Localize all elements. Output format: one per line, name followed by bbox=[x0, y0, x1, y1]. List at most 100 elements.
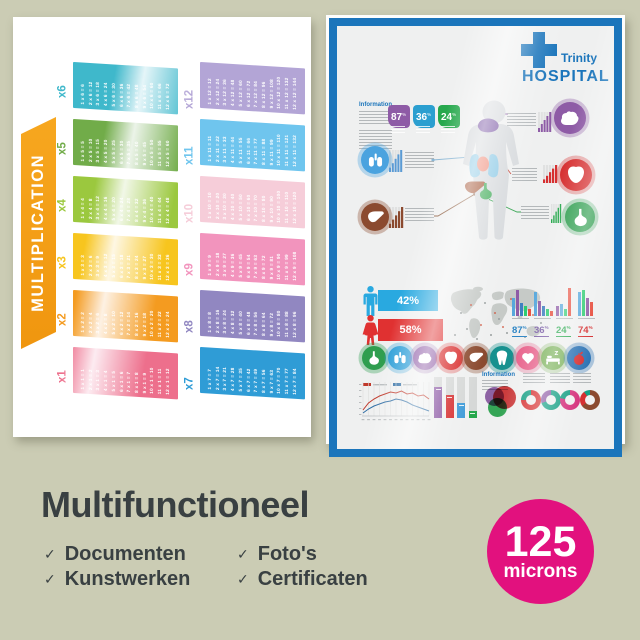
badge-value: 24 bbox=[441, 112, 453, 123]
equation: 9 x 3 = 27 bbox=[141, 255, 147, 280]
equation: 8 x 7 = 56 bbox=[261, 369, 267, 394]
donut-caption bbox=[523, 373, 545, 384]
equation: 7 x 5 = 35 bbox=[126, 140, 132, 165]
equation: 7 x 4 = 28 bbox=[126, 197, 132, 222]
bar bbox=[590, 302, 593, 316]
equation: 4 x 2 = 8 bbox=[103, 313, 109, 335]
column-track bbox=[468, 377, 477, 418]
equation: 2 x 1 = 2 bbox=[87, 369, 93, 391]
brain-icon bbox=[554, 102, 586, 134]
feature-item: ✓ Foto's bbox=[237, 543, 317, 566]
equation: 2 x 4 = 8 bbox=[87, 198, 93, 220]
equation: 10 x 1 = 10 bbox=[149, 367, 155, 394]
equation: 8 x 10 = 80 bbox=[261, 195, 267, 223]
check-icon: ✓ bbox=[237, 571, 249, 587]
feature-label: Documenten bbox=[64, 543, 186, 565]
equation: 3 x 2 = 6 bbox=[95, 312, 101, 334]
heart-step-chart bbox=[543, 165, 558, 188]
equation: 9 x 12 = 108 bbox=[268, 78, 274, 109]
equation: 10 x 7 = 70 bbox=[276, 367, 282, 394]
equation: 4 x 9 = 36 bbox=[230, 253, 236, 278]
apple-icon bbox=[566, 346, 591, 370]
stat-bars bbox=[556, 288, 576, 316]
hospital-poster: Trinity HOSPITAL Information 87% 36% 24% 4… bbox=[326, 15, 625, 457]
donut-chart bbox=[540, 390, 561, 410]
donut-caption bbox=[573, 373, 591, 384]
equation: 11 x 4 = 44 bbox=[157, 196, 163, 224]
equation: 8 x 12 = 96 bbox=[261, 81, 267, 109]
equation: 11 x 12 = 132 bbox=[284, 77, 290, 110]
stomach-icon bbox=[362, 346, 386, 370]
feature-label: Foto's bbox=[257, 543, 317, 565]
equation: 11 x 3 = 33 bbox=[157, 253, 163, 281]
check-icon: ✓ bbox=[44, 546, 56, 562]
equation: 3 x 5 = 15 bbox=[95, 138, 101, 163]
bar bbox=[528, 309, 531, 316]
equation: 10 x 10 = 100 bbox=[276, 190, 282, 223]
equation: 4 x 7 = 28 bbox=[230, 367, 236, 392]
stat-value: 36% bbox=[534, 323, 549, 337]
callout-text bbox=[405, 208, 434, 223]
equation: 6 x 6 = 36 bbox=[118, 83, 124, 108]
bar bbox=[534, 292, 537, 316]
equation: 9 x 5 = 45 bbox=[141, 141, 147, 166]
lungs-icon bbox=[387, 346, 412, 370]
table-label-x2: x2 bbox=[56, 313, 69, 326]
equation: 12 x 5 = 60 bbox=[164, 140, 170, 167]
stat-value: 74% bbox=[578, 323, 593, 337]
equation: 6 x 12 = 72 bbox=[245, 80, 251, 108]
table-label-x6: x6 bbox=[56, 85, 69, 98]
table-label-x10: x10 bbox=[183, 203, 196, 223]
column-track bbox=[457, 377, 465, 418]
equation: 11 x 9 = 99 bbox=[284, 253, 290, 281]
equation: 8 x 11 = 88 bbox=[261, 138, 267, 166]
equation: 6 x 7 = 42 bbox=[245, 368, 251, 393]
bar bbox=[578, 292, 581, 316]
table-label-x12: x12 bbox=[183, 89, 196, 109]
table-label-x8: x8 bbox=[183, 320, 196, 334]
equation: 7 x 10 = 70 bbox=[253, 194, 259, 222]
equation: 1 x 11 = 11 bbox=[207, 135, 212, 162]
badge-caption bbox=[416, 126, 430, 134]
stat-number: 74 bbox=[578, 325, 589, 336]
equation: 10 x 12 = 120 bbox=[276, 76, 282, 109]
product-title: Multifunctioneel bbox=[41, 484, 309, 525]
bar bbox=[550, 311, 553, 316]
badge-caption bbox=[441, 126, 455, 134]
stat-value: 87% bbox=[512, 323, 527, 337]
equation: 7 x 7 = 49 bbox=[253, 368, 259, 393]
equation: 7 x 3 = 21 bbox=[126, 254, 132, 279]
female-icon bbox=[361, 315, 380, 345]
stat-bars bbox=[578, 288, 598, 316]
bar bbox=[516, 290, 519, 316]
equation: 4 x 10 = 40 bbox=[230, 193, 236, 221]
equation: 10 x 9 = 90 bbox=[276, 253, 282, 280]
equation: 11 x 10 = 110 bbox=[284, 191, 290, 224]
equation: 12 x 7 = 84 bbox=[291, 368, 297, 395]
world-map bbox=[447, 285, 547, 346]
column-fill bbox=[434, 387, 442, 418]
stat-number: 24 bbox=[556, 325, 567, 336]
equation: 6 x 5 = 30 bbox=[118, 140, 124, 165]
tooth-icon bbox=[490, 346, 514, 370]
equation: 10 x 2 = 20 bbox=[149, 310, 155, 337]
stomach-icon bbox=[565, 202, 595, 232]
equation: 10 x 8 = 80 bbox=[276, 310, 282, 337]
female-percent: 58% bbox=[378, 319, 443, 341]
percent-badge: 87% bbox=[388, 105, 410, 134]
equation: 12 x 11 = 132 bbox=[291, 134, 297, 167]
equation: 11 x 2 = 22 bbox=[157, 310, 163, 338]
table-label-x7: x7 bbox=[183, 377, 196, 391]
equation: 6 x 11 = 66 bbox=[245, 137, 251, 165]
equation: 10 x 5 = 50 bbox=[149, 139, 155, 166]
equation: 11 x 7 = 77 bbox=[284, 367, 290, 395]
equation: 2 x 10 = 20 bbox=[214, 192, 220, 220]
feature-item: ✓ Documenten bbox=[44, 543, 186, 566]
equation: 6 x 3 = 18 bbox=[118, 254, 124, 279]
equation: 6 x 9 = 54 bbox=[245, 254, 251, 279]
equation: 1 x 10 = 10 bbox=[207, 192, 212, 219]
